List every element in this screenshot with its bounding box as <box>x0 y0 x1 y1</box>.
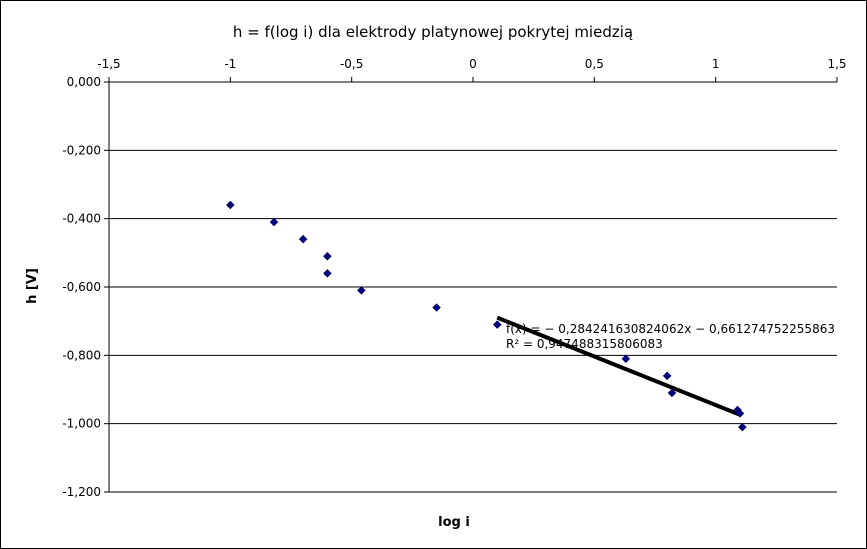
y-tick-label: -0,200 <box>62 143 101 157</box>
data-point <box>357 286 366 295</box>
data-point <box>621 354 631 364</box>
data-point <box>667 388 677 398</box>
data-point <box>323 268 332 278</box>
data-point <box>298 234 308 244</box>
data-point <box>323 251 332 261</box>
x-tick-label: 1 <box>712 57 720 71</box>
y-tick-label: 0,000 <box>67 75 101 89</box>
trendline-annotation: f(x) = − 0,284241630824062x − 0,66127475… <box>506 322 835 351</box>
y-tick-label: -0,600 <box>62 280 101 294</box>
data-points <box>225 200 747 432</box>
y-tick-label: -0,800 <box>62 348 101 362</box>
trendline-group <box>496 315 741 417</box>
y-tick-label: -1,000 <box>62 417 101 431</box>
data-point <box>738 422 747 432</box>
x-tick-label: 1,5 <box>827 57 846 71</box>
x-tick-label: 0,5 <box>585 57 604 71</box>
data-point <box>492 320 502 329</box>
x-tick-label: -1 <box>224 57 236 71</box>
chart-title: h = f(log i) dla elektrody platynowej po… <box>233 23 633 41</box>
data-point <box>432 303 441 312</box>
tick-labels: 0,000 -0,200 -0,400 -0,600 -0,800 -1,000 -1,20… <box>62 57 846 499</box>
y-axis-title: h [V] <box>25 268 40 304</box>
y-tick-label: -0,400 <box>62 212 101 226</box>
trendline-equation: f(x) = − 0,284241630824062x − 0,66127475… <box>506 322 835 336</box>
y-tick-label: -1,200 <box>62 485 101 499</box>
trendline-r-squared: R² = 0,947488315806083 <box>506 337 663 351</box>
x-axis-title: log i <box>438 515 470 530</box>
trendline <box>496 315 741 417</box>
data-point <box>225 200 235 210</box>
data-point <box>662 371 672 381</box>
data-point <box>269 217 279 227</box>
x-tick-label: -1,5 <box>97 57 120 71</box>
data-point <box>735 409 745 418</box>
x-tick-label: 0 <box>469 57 477 71</box>
x-tick-label: -0,5 <box>340 57 363 71</box>
